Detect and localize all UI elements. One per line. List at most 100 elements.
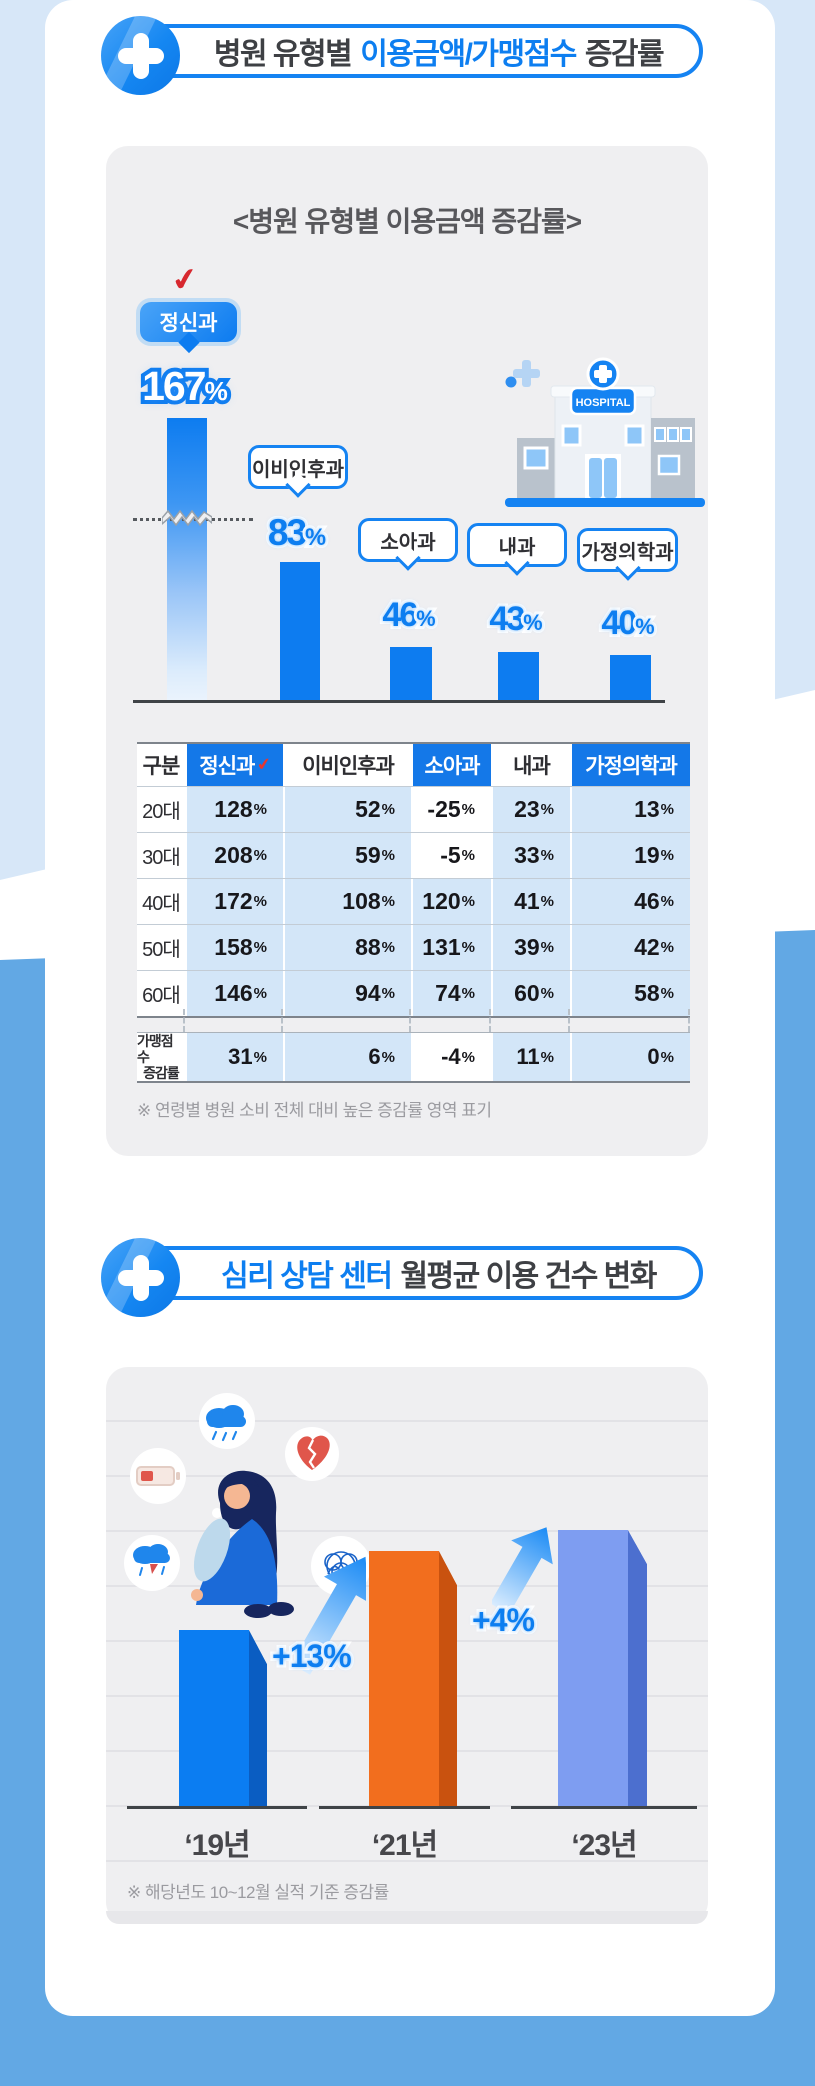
year-label-2019: ‘19년: [184, 1829, 250, 1862]
cell: 42%: [570, 925, 690, 970]
cell: 131%: [411, 925, 491, 970]
bar-ibiinhugwa: [280, 562, 320, 700]
cell: 52%: [283, 787, 411, 832]
section2-title-blue: 심리 상담 센터: [221, 1260, 393, 1293]
door-icon: [589, 458, 602, 498]
year-label-2023: ‘23년: [571, 1829, 637, 1862]
bar-2023: [558, 1530, 647, 1806]
cell: 88%: [283, 925, 411, 970]
baseline-2021: [319, 1806, 490, 1809]
bar-2021: [369, 1551, 457, 1806]
cell: 146%: [185, 971, 283, 1016]
cell-negative: -5%: [411, 833, 491, 878]
table-row-60s: 60대 146% 94% 74% 60% 58%: [137, 971, 690, 1018]
decor-plus-icon: [513, 360, 540, 387]
bubble-gajeonguihakgwa: 가정의학과: [577, 528, 678, 581]
col-header-ibiinhugwa: 이비인후과: [283, 744, 411, 786]
col-header-soagwa: 소아과: [411, 744, 491, 786]
window-icon: [667, 427, 679, 442]
cell-negative: -4%: [411, 1033, 491, 1082]
window-icon: [561, 424, 582, 447]
broken-heart-icon: [297, 1435, 330, 1470]
hospital-sign-text: HOSPITAL: [576, 397, 631, 409]
plus-icon: [101, 1238, 180, 1317]
cell: 128%: [185, 787, 283, 832]
axis-break-zigzag: [162, 509, 212, 527]
age-group-table: 구분 정신과 ✔ 이비인후과 소아과 내과 가정의학과 20대 128% 52% …: [137, 742, 690, 1018]
bubble-dot: [212, 1508, 222, 1518]
bar-jeongsingwa: [167, 418, 207, 700]
cell: 208%: [185, 833, 283, 878]
cell: 58%: [570, 971, 690, 1016]
cell: 0%: [570, 1033, 690, 1082]
section1-title-dark2: 증감률: [584, 38, 665, 71]
cell: 11%: [491, 1033, 570, 1082]
table-footer-row: 가맹점 수 증감률 31% 6% -4% 11% 0%: [137, 1032, 690, 1083]
value-soagwa: 46%: [379, 595, 438, 635]
col-header-gajeonguihakgwa: 가정의학과: [570, 744, 690, 786]
growth-arrow-icon: [300, 1556, 366, 1675]
bar-2019: [179, 1630, 267, 1806]
check-icon: ✔: [256, 754, 272, 775]
window-icon: [523, 446, 549, 470]
cell: 172%: [185, 879, 283, 924]
cell: 46%: [570, 879, 690, 924]
cell: 23%: [491, 787, 570, 832]
year-label-2021: ‘21년: [371, 1829, 438, 1862]
bar-soagwa: [390, 647, 432, 700]
chart1-baseline: [133, 700, 665, 703]
bubble-jeongsingwa: 정신과: [140, 302, 237, 354]
change-19-21: +13%: [269, 1637, 355, 1675]
cell: 120%: [411, 879, 491, 924]
seated-person: [191, 1470, 294, 1618]
table-header-row: 구분 정신과 ✔ 이비인후과 소아과 내과 가정의학과: [137, 742, 690, 787]
growth-arrow-icon: [492, 1527, 553, 1615]
section2-title-dark: 월평균 이용 건수 변화: [400, 1260, 657, 1293]
plus-icon: [101, 16, 180, 95]
window-icon: [654, 427, 666, 442]
cell-negative: -25%: [411, 787, 491, 832]
section1-title-dark1: 병원 유형별: [213, 38, 353, 71]
baseline-2023: [511, 1806, 697, 1809]
cell: 158%: [185, 925, 283, 970]
hospital-base: [505, 498, 705, 507]
value-jeongsingwa: 167%: [138, 362, 232, 411]
table-row-40s: 40대 172% 108% 120% 41% 46%: [137, 879, 690, 925]
cell: 74%: [411, 971, 491, 1016]
window-icon: [624, 424, 645, 447]
section2-title: 심리 상담 센터 월평균 이용 건수 변화: [128, 1246, 703, 1300]
table-row-50s: 50대 158% 88% 131% 39% 42%: [137, 925, 690, 971]
cell: 19%: [570, 833, 690, 878]
bubble-soagwa: 소아과: [358, 518, 458, 571]
footer-row-label: 가맹점 수 증감률: [137, 1033, 185, 1082]
cell: 60%: [491, 971, 570, 1016]
change-21-23: +4%: [469, 1601, 538, 1639]
bubble-naegwa: 내과: [467, 523, 567, 576]
low-battery-icon: [136, 1466, 180, 1486]
section1-title: 병원 유형별 이용금액/가맹점수 증감률: [128, 24, 703, 78]
bar-naegwa: [498, 652, 539, 700]
value-naegwa: 43%: [486, 599, 545, 639]
window-icon: [657, 454, 681, 476]
table-footnote: ※ 연령별 병원 소비 전체 대비 높은 증감률 영역 표기: [137, 1101, 492, 1120]
table-row-30s: 30대 208% 59% -5% 33% 19%: [137, 833, 690, 879]
baseline-2019: [127, 1806, 307, 1809]
col-header-jeongsingwa: 정신과 ✔: [185, 744, 283, 786]
decor-dot: [505, 376, 517, 388]
col-header-gubun: 구분: [137, 744, 185, 786]
hospital-illustration: HOSPITAL: [505, 357, 705, 507]
cell: 39%: [491, 925, 570, 970]
section1-title-blue: 이용금액/가맹점수: [360, 38, 577, 71]
bar-gajeonguihakgwa: [610, 655, 651, 700]
cell: 41%: [491, 879, 570, 924]
chart1-title: <병원 유형별 이용금액 증감률>: [232, 206, 582, 237]
cell: 108%: [283, 879, 411, 924]
sad-person-illustration: [124, 1393, 371, 1618]
cell: 31%: [185, 1033, 283, 1082]
table-row-20s: 20대 128% 52% -25% 23% 13%: [137, 787, 690, 833]
bubble-ibiinhugwa: 이비인후과: [248, 445, 348, 498]
rain-cloud-icon: [206, 1405, 246, 1442]
cell: 13%: [570, 787, 690, 832]
door-icon: [604, 458, 617, 498]
